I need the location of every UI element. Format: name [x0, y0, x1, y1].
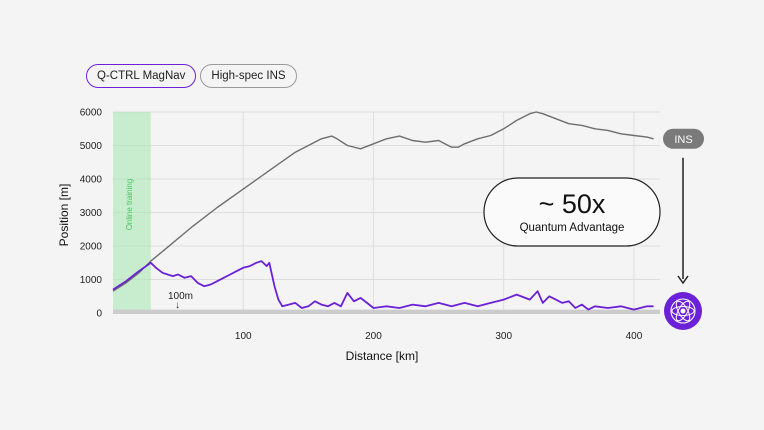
advantage-callout [483, 177, 661, 247]
y-axis-ticks: 0 1000 2000 3000 4000 5000 6000 [80, 108, 103, 320]
y-tick-label: 5000 [80, 141, 103, 152]
x-tick-label: 300 [495, 331, 512, 342]
baseline-arrow-icon: ↓ [175, 300, 180, 311]
ins-badge [663, 128, 704, 149]
series-group [112, 111, 654, 311]
magnav-icon-orbit [675, 300, 691, 322]
advantage-value: ~ 50x [539, 189, 606, 219]
training-band [113, 112, 151, 313]
baseline-band [113, 309, 660, 314]
magnav-icon-orbit [675, 300, 691, 322]
y-tick-label: 6000 [80, 108, 103, 119]
y-tick-label: 4000 [80, 175, 103, 186]
y-tick-label: 0 [96, 309, 102, 320]
legend-ins-button[interactable]: High-spec INS [200, 64, 297, 88]
x-tick-label: 200 [365, 331, 382, 342]
magnav-icon-ring [670, 298, 696, 324]
y-tick-label: 3000 [80, 208, 103, 219]
y-tick-label: 2000 [80, 242, 103, 253]
y-tick-label: 1000 [80, 275, 103, 286]
advantage-caption: Quantum Advantage [520, 222, 625, 234]
x-tick-label: 400 [626, 331, 643, 342]
x-tick-label: 100 [235, 331, 252, 342]
series-line-ins [112, 111, 654, 292]
baseline-label: 100m [168, 291, 193, 302]
legend-magnav-button[interactable]: Q-CTRL MagNav [86, 64, 197, 88]
x-axis-label: Distance [km] [346, 349, 419, 363]
x-axis-ticks: 100 200 300 400 [235, 331, 643, 342]
training-label: Online training [125, 179, 134, 231]
arrow-down-icon [677, 275, 689, 285]
series-line-magnav [112, 260, 654, 311]
magnav-icon-nucleus [680, 308, 686, 314]
ins-badge-label: INS [674, 134, 692, 146]
y-axis-label: Position [m] [57, 184, 71, 247]
magnav-icon-orbit [671, 306, 695, 316]
legend: Q-CTRL MagNav High-spec INS [86, 64, 297, 88]
magnav-atom-icon [664, 292, 702, 330]
